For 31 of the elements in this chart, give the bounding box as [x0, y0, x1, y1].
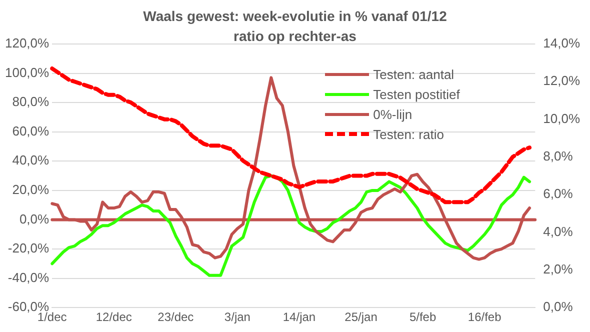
legend-label: Testen: aantal [373, 66, 454, 82]
y-tick-label: 80,0% [12, 94, 50, 110]
legend-label: 0%-lijn [373, 106, 412, 122]
y-tick-label: 0,0% [19, 211, 50, 226]
y-tick-label: 60,0% [12, 123, 50, 138]
chart-title: Waals gewest: week-evolutie in % vanaf 01/12 [142, 7, 448, 26]
x-tick-label: 25/jan [344, 310, 378, 324]
y-tick-label: 20,0% [12, 182, 50, 198]
x-tick-label: 14/jan [282, 310, 316, 324]
y2-tick-label: 12,0% [543, 73, 580, 88]
x-tick-label: 23/dec [158, 310, 194, 324]
legend-label: Testen: ratio [373, 126, 444, 142]
y2-tick-label: 2,0% [543, 262, 574, 277]
y-tick-label: 120,0% [4, 36, 50, 51]
y2-tick-label: 4,0% [543, 224, 574, 239]
x-tick-label: 16/feb [468, 310, 502, 324]
line-series [50, 66, 532, 204]
y2-tick-label: 10,0% [543, 110, 580, 126]
y-tick-label: -20,0% [8, 240, 50, 256]
x-tick-label: 5/feb [409, 310, 436, 324]
x-tick-label: 12/dec [96, 310, 132, 324]
legend-label: Testen postitief [373, 86, 460, 102]
y-tick-label: 40,0% [12, 152, 50, 168]
y-tick-label: 100,0% [4, 64, 50, 80]
chart-subtitle: ratio op rechter-as [234, 28, 356, 44]
y-tick-label: -40,0% [8, 270, 50, 285]
y2-tick-label: 6,0% [543, 186, 574, 202]
x-tick-label: 3/jan [224, 310, 250, 324]
y2-tick-label: 8,0% [543, 148, 574, 164]
y2-tick-label: 14,0% [543, 36, 580, 51]
y2-tick-label: 0,0% [543, 299, 574, 314]
